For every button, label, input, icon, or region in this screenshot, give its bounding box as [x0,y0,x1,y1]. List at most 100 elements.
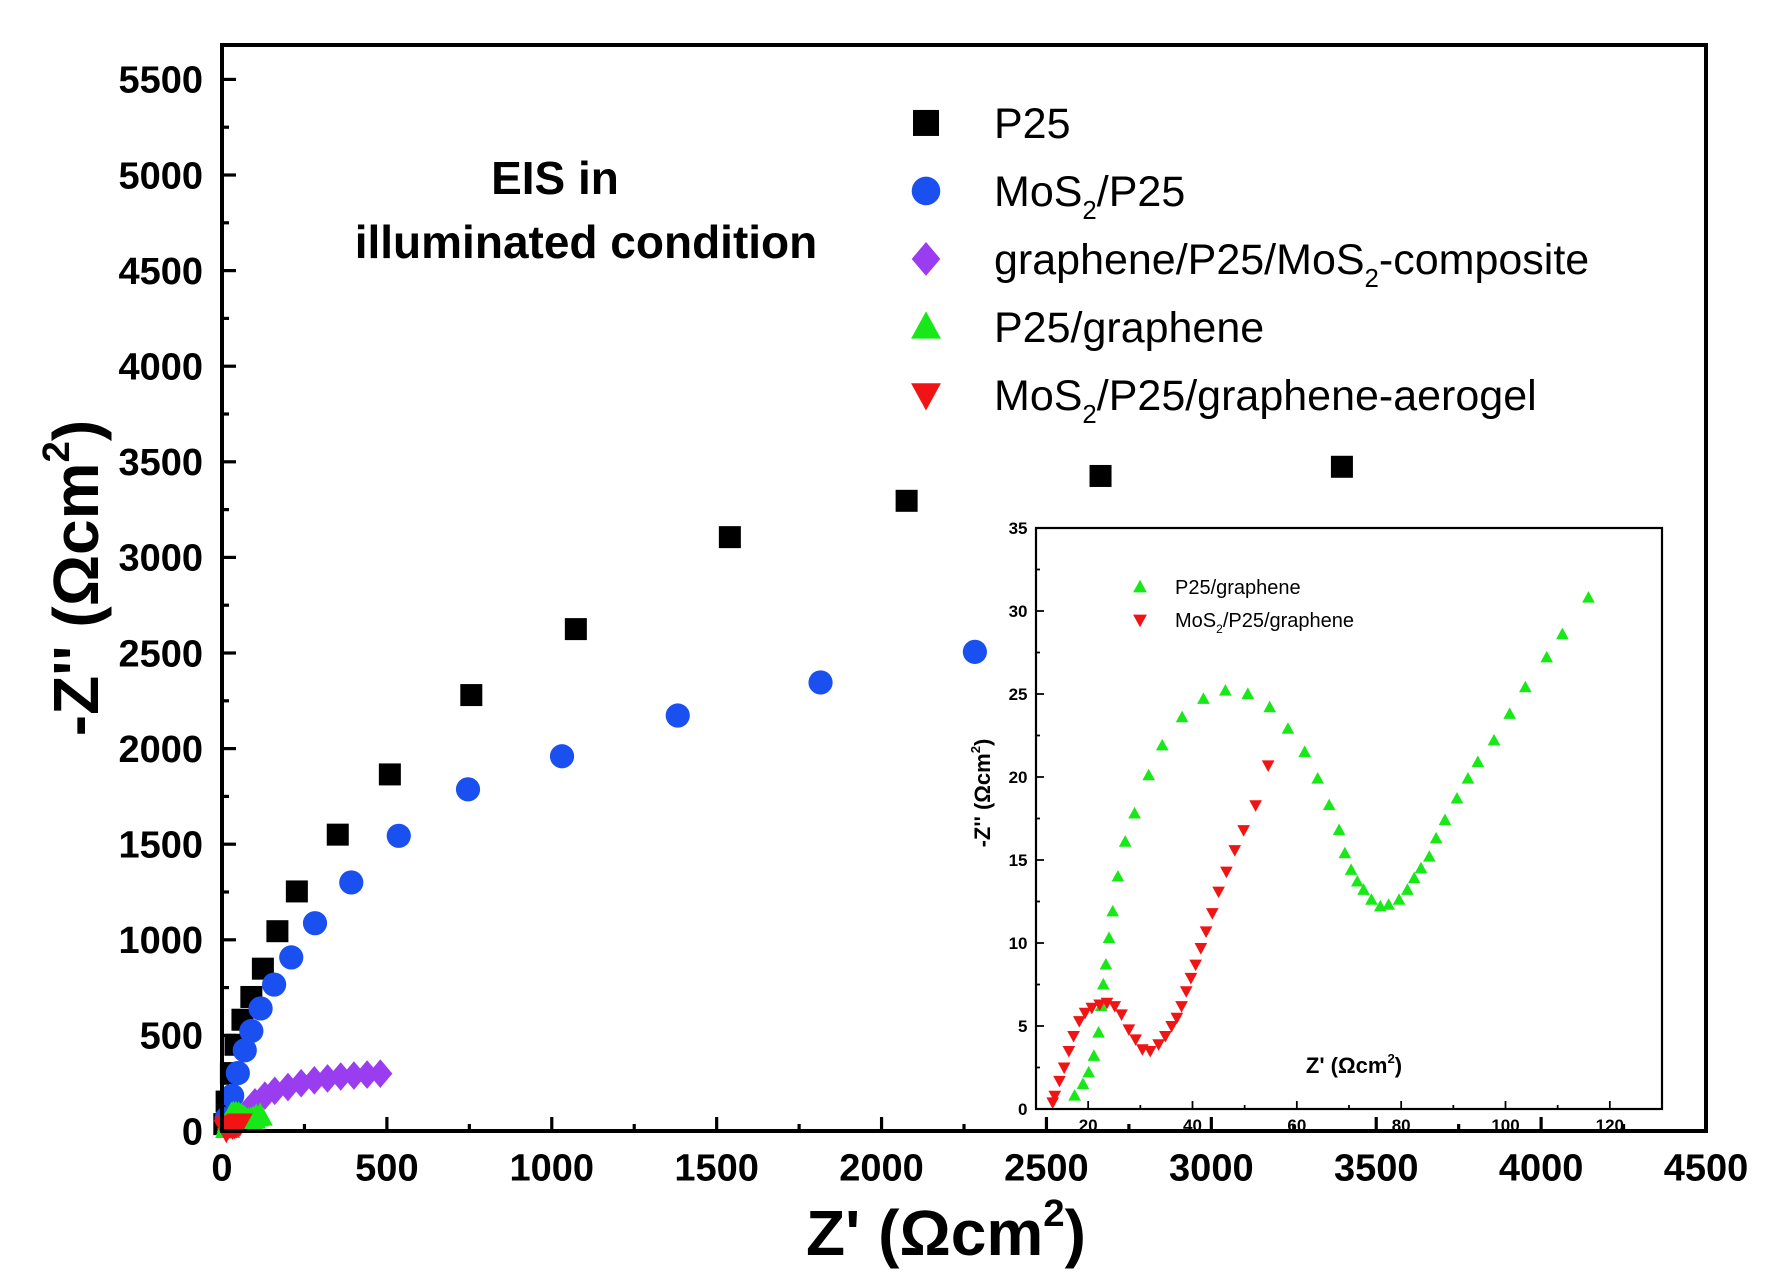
label-part: graphene/P25/MoS [994,236,1365,284]
data-point [1330,455,1353,478]
series-p25-graphene [1068,591,1595,1101]
label-part: MoS [994,372,1082,420]
x-tick-label: 1500 [674,1147,759,1189]
data-point [1175,1001,1188,1013]
superscript: 2 [1043,1192,1064,1235]
data-point [1076,1077,1090,1090]
data-point [1205,908,1219,920]
data-point [1429,831,1443,844]
legend-label: MoS2/P25 [994,168,1185,225]
data-point [1067,1031,1080,1043]
axis-label-text: -Z'' (Ωcm [970,753,995,847]
data-point [1100,997,1114,1010]
data-point [326,823,349,846]
data-point [232,1038,257,1063]
x-tick-label: 4500 [1664,1147,1749,1189]
label-part: MoS [1175,610,1216,632]
data-point [1129,1034,1142,1046]
data-point [262,1076,287,1106]
data-point [1102,931,1116,943]
label-part: P25 [994,100,1071,148]
legend-marker [911,311,941,339]
x-tick-label: 40 [1183,1116,1202,1135]
data-point [1237,825,1250,837]
y-tick-label: 15 [1009,851,1028,870]
data-point [1556,627,1569,640]
data-point [1128,806,1141,819]
y-tick-label: 1500 [118,825,203,867]
data-point [1241,687,1255,699]
plot-frame [1034,526,1664,1111]
data-point [1540,650,1554,663]
data-point [1122,1024,1136,1036]
data-point [1057,1062,1071,1075]
subscript: 2 [1216,622,1223,636]
data-point [1143,1045,1157,1058]
chart-title-line: illuminated condition [355,216,818,268]
data-point [1407,871,1421,884]
y-tick-label: 30 [1009,602,1028,621]
data-point [1087,1049,1101,1061]
label-part: /P25/graphene [1223,610,1354,632]
data-point [1220,866,1233,879]
data-point [386,823,411,848]
legend-label: MoS2/P25/graphene-aerogel [994,372,1537,429]
x-tick-label: 60 [1287,1116,1306,1135]
legend-label: P25 [994,100,1071,148]
data-point [1344,863,1358,875]
data-point [1170,1012,1184,1025]
data-point [302,1066,327,1095]
data-point [1414,861,1428,874]
y-tick-label: 10 [1009,934,1028,953]
legend-label: MoS2/P25/graphene [1175,610,1354,636]
data-point [1072,1016,1086,1028]
legend-marker [911,176,941,206]
data-point [1179,986,1193,998]
data-point [1582,591,1595,603]
data-point [1197,692,1210,704]
legend-marker [911,383,941,411]
data-point [1082,1065,1096,1078]
data-point [564,618,587,641]
inset-plot: 20 40 60 80 100 120 0 5 10 15 20 25 30 35 P25/graphene… [968,519,1664,1135]
data-point [1357,883,1370,895]
legend-marker [1133,579,1147,593]
data-point [1322,798,1336,811]
y-tick-label: 5 [1018,1017,1027,1036]
data-point [378,763,401,786]
data-point [1487,733,1501,746]
x-tick-label: 80 [1392,1116,1411,1135]
data-point [1152,1039,1165,1051]
subscript: 2 [1365,265,1379,293]
data-point [1194,943,1208,955]
data-point [1338,846,1352,859]
x-tick-label: 500 [355,1147,418,1189]
data-point [1281,722,1295,734]
axis-label-text: Z' (Ωcm [806,1197,1043,1269]
data-point [808,670,833,695]
x-tick-label: 2500 [1004,1147,1089,1189]
x-axis-title: Z' (Ωcm2) [806,1192,1086,1269]
superscript: 2 [35,441,78,462]
data-point [1093,999,1106,1012]
data-point [247,1102,273,1126]
x-tick-label: 4000 [1499,1147,1584,1189]
y-tick-label: 4000 [118,347,203,389]
y-tick-label: 5000 [118,155,203,197]
x-tick-label: 3500 [1334,1147,1419,1189]
y-tick-label: 2500 [118,633,203,675]
data-point [1249,800,1262,812]
x-tick-label: 0 [211,1147,232,1189]
data-point [1159,1031,1172,1043]
data-point [455,777,481,802]
x-tick-label: 1000 [510,1147,595,1189]
axis-label-text: -Z'' (Ωcm [40,462,112,736]
data-point [262,972,287,997]
y-tick-label: 1000 [118,920,203,962]
data-point [1212,886,1225,899]
y-tick-label: 500 [140,1016,203,1058]
data-point [1111,870,1125,882]
data-point [1106,904,1120,917]
data-point [1382,898,1395,910]
